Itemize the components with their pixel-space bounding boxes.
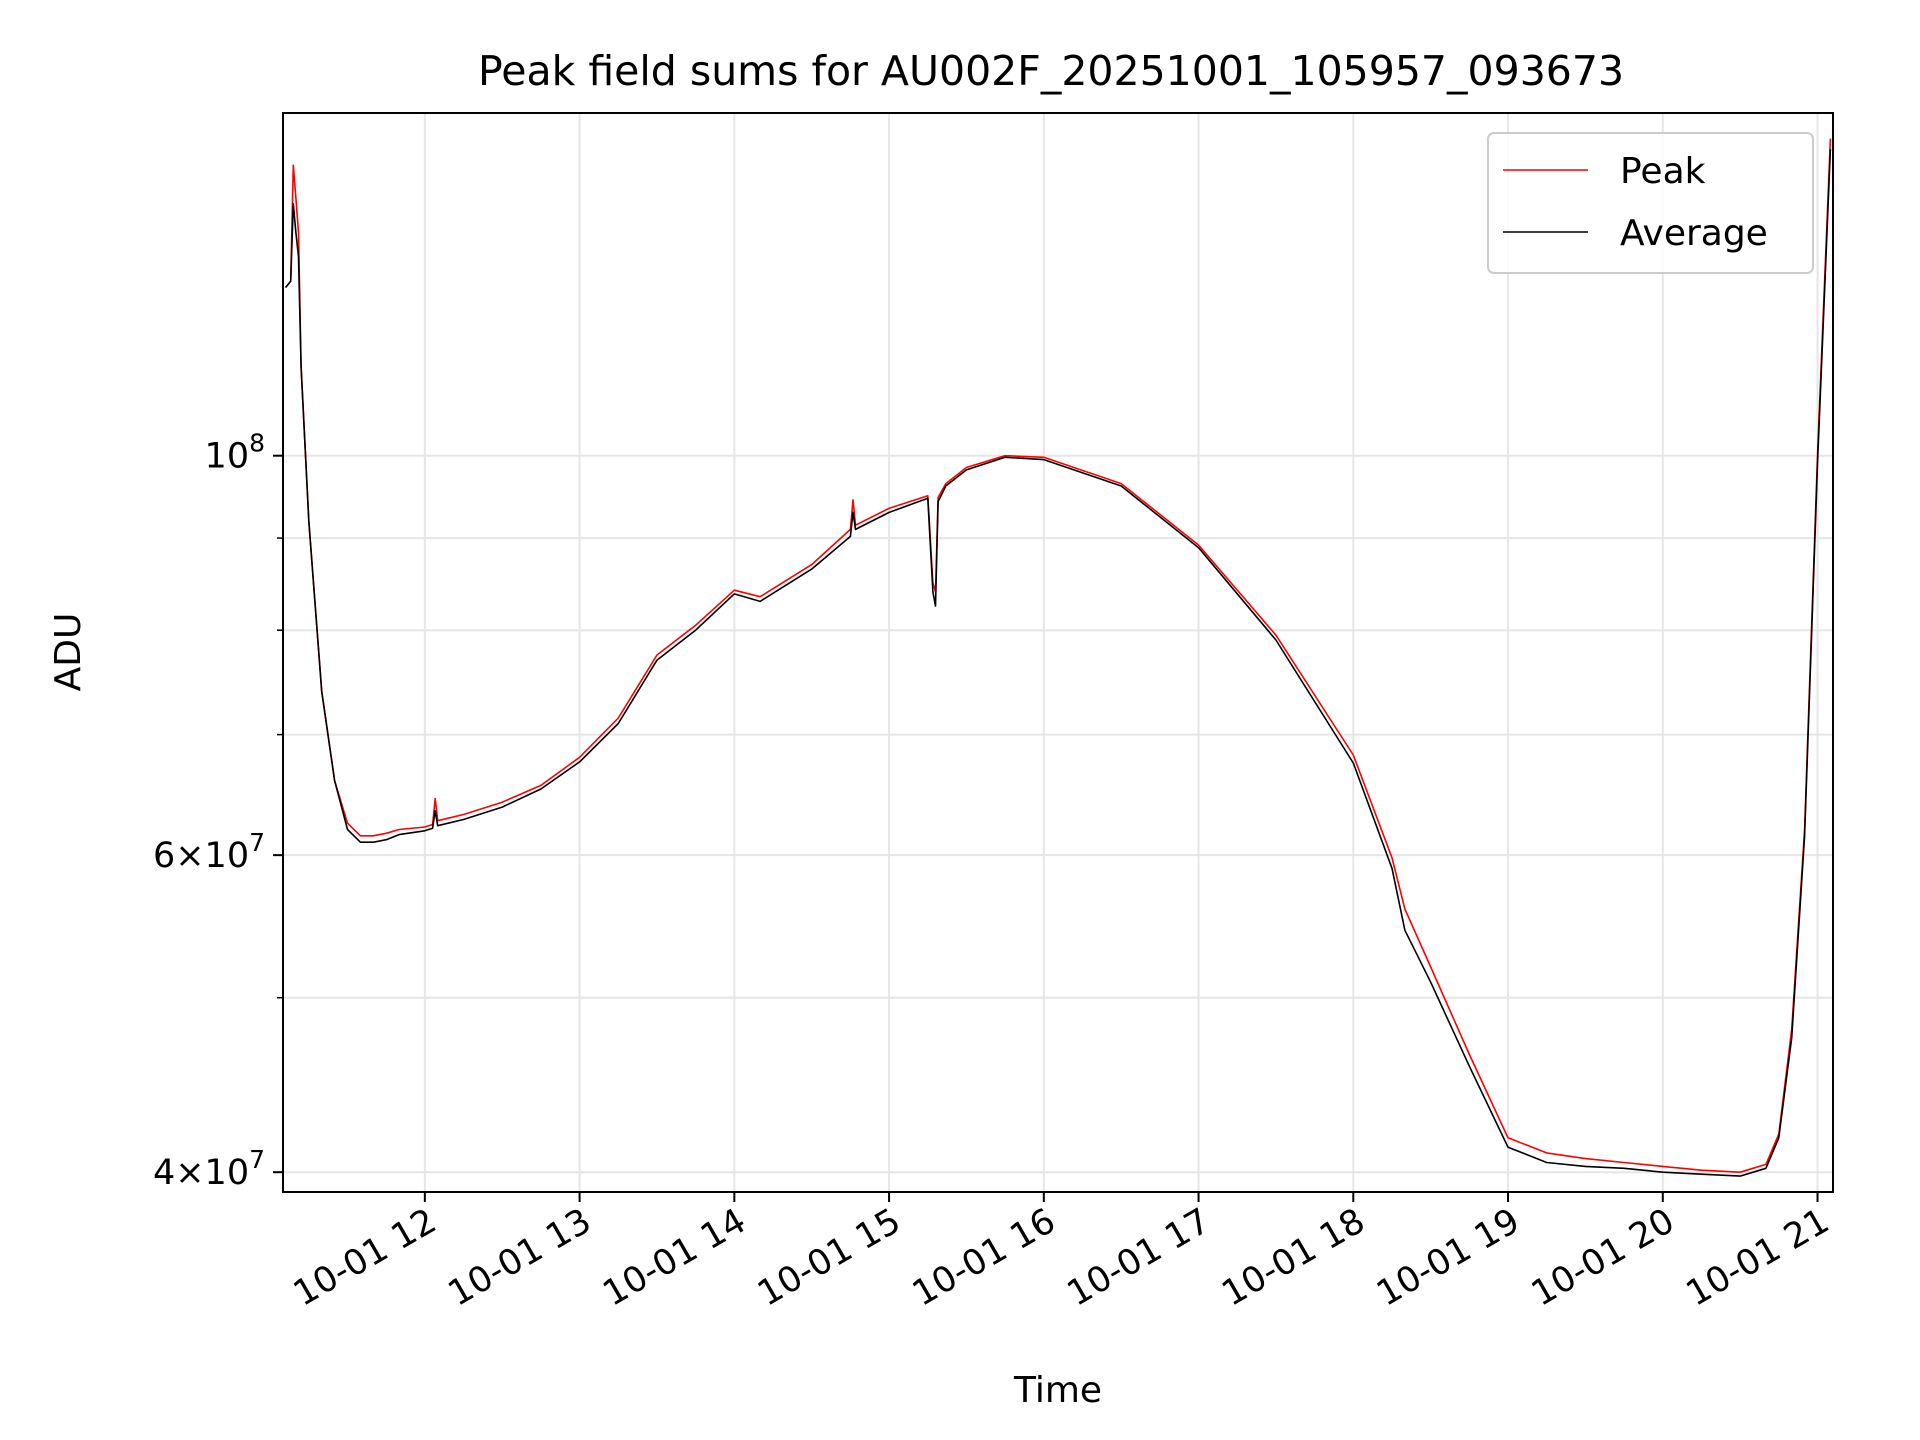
y-tick-label: 4×107	[153, 1145, 265, 1193]
chart-title: Peak field sums for AU002F_20251001_1059…	[478, 47, 1624, 95]
y-axis-label: ADU	[48, 613, 89, 692]
legend-average-label: Average	[1620, 213, 1768, 254]
series-line-average	[284, 149, 1832, 1177]
x-axis-label: Time	[1013, 1370, 1102, 1411]
plot-frame	[282, 112, 1834, 1193]
legend-box	[1487, 132, 1814, 274]
legend-peak-label: Peak	[1620, 151, 1706, 192]
y-axis: 108 6×107 4×107	[153, 429, 283, 1193]
y-tick-label: 108	[205, 429, 265, 477]
grid	[283, 113, 1833, 1192]
y-tick-label: 6×107	[153, 828, 265, 876]
legend: Peak Average	[1487, 132, 1814, 274]
plot-series	[284, 138, 1832, 1177]
